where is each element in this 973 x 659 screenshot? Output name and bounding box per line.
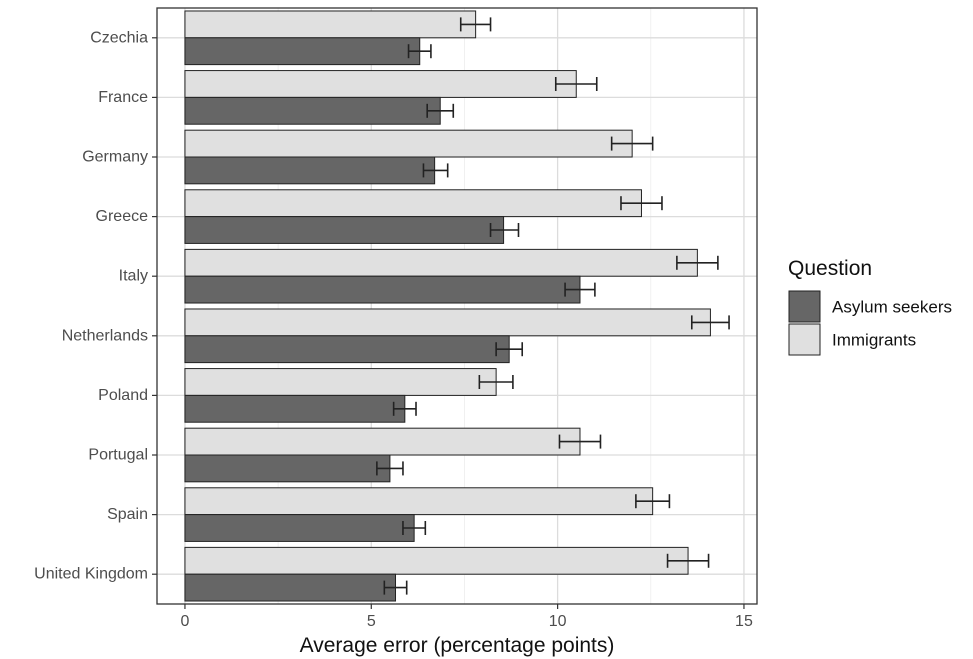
bar-asylum-seekers-portugal bbox=[185, 455, 390, 482]
bar-immigrants-germany bbox=[185, 130, 632, 157]
y-tick-label: Germany bbox=[82, 149, 148, 166]
y-tick-label: United Kingdom bbox=[34, 566, 148, 583]
y-axis: Czechia France Germany Greece Italy Netherlan… bbox=[34, 29, 157, 582]
x-tick-label: 15 bbox=[735, 613, 753, 630]
bar-immigrants-spain bbox=[185, 488, 653, 515]
bar-immigrants-france bbox=[185, 71, 576, 98]
bar-asylum-seekers-spain bbox=[185, 515, 414, 542]
bar-immigrants-greece bbox=[185, 190, 642, 217]
bar-immigrants-united-kingdom bbox=[185, 547, 688, 574]
legend: Question Asylum seekers Immigrants bbox=[788, 257, 952, 355]
y-tick-label: Spain bbox=[107, 506, 148, 523]
bar-asylum-seekers-greece bbox=[185, 217, 504, 244]
x-axis: 0 5 10 15 bbox=[180, 604, 752, 630]
legend-items: Asylum seekers Immigrants bbox=[789, 291, 952, 355]
bar-asylum-seekers-poland bbox=[185, 395, 405, 422]
y-tick-label: Portugal bbox=[88, 447, 148, 464]
y-tick-label: Poland bbox=[98, 387, 148, 404]
bar-immigrants-czechia bbox=[185, 11, 476, 38]
bar-immigrants-netherlands bbox=[185, 309, 710, 336]
bar-asylum-seekers-czechia bbox=[185, 38, 420, 65]
legend-label: Immigrants bbox=[832, 331, 916, 350]
x-tick-label: 0 bbox=[180, 613, 189, 630]
legend-label: Asylum seekers bbox=[832, 298, 952, 317]
x-tick-label: 10 bbox=[549, 613, 567, 630]
y-tick-label: Czechia bbox=[90, 29, 148, 46]
bar-asylum-seekers-united-kingdom bbox=[185, 574, 396, 601]
bar-asylum-seekers-netherlands bbox=[185, 336, 509, 363]
bar-asylum-seekers-france bbox=[185, 97, 440, 124]
y-tick-label: France bbox=[98, 89, 148, 106]
x-tick-label: 5 bbox=[367, 613, 376, 630]
legend-swatch bbox=[789, 324, 820, 355]
x-axis-title: Average error (percentage points) bbox=[300, 634, 615, 657]
legend-swatch bbox=[789, 291, 820, 322]
legend-title: Question bbox=[788, 257, 872, 280]
bar-immigrants-portugal bbox=[185, 428, 580, 455]
bar-immigrants-italy bbox=[185, 249, 697, 276]
y-tick-label: Greece bbox=[96, 208, 149, 225]
bar-asylum-seekers-italy bbox=[185, 276, 580, 303]
bar-immigrants-poland bbox=[185, 369, 496, 396]
y-tick-label: Netherlands bbox=[62, 327, 148, 344]
bar-asylum-seekers-germany bbox=[185, 157, 435, 184]
y-tick-label: Italy bbox=[119, 268, 148, 285]
